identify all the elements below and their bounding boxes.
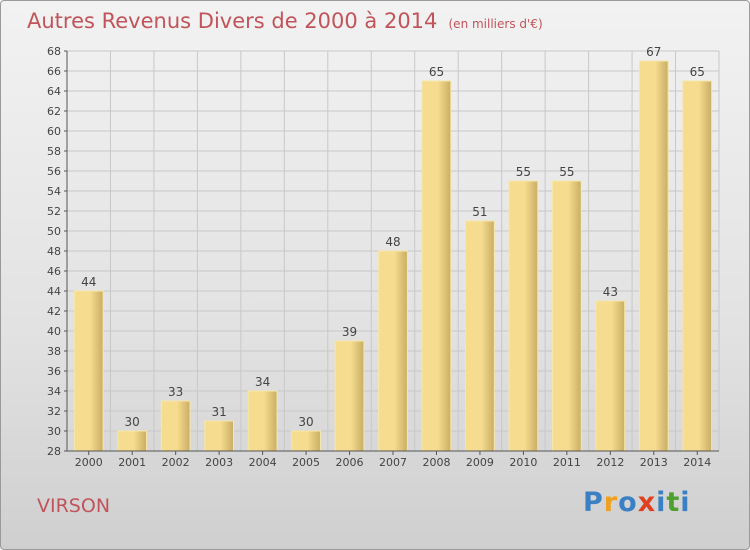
- y-tick-label: 60: [47, 125, 61, 138]
- x-tick-label: 2004: [249, 456, 277, 469]
- logo-letter: i: [656, 487, 667, 518]
- x-tick-label: 2010: [509, 456, 537, 469]
- y-tick-label: 30: [47, 425, 61, 438]
- labels: 28 30 32 34 36 38 40 42 44 46 48 50 52 54 56 58 60 62 64 66…: [47, 45, 711, 469]
- x-tick-label: 2006: [336, 456, 364, 469]
- bar-value-label: 65: [429, 65, 444, 79]
- bar-value-label: 34: [255, 375, 270, 389]
- logo-letter: t: [666, 487, 681, 518]
- bar-value-label: 67: [646, 45, 661, 59]
- bar-value-label: 65: [690, 65, 705, 79]
- bar: [73, 290, 104, 452]
- y-tick-label: 48: [47, 245, 61, 258]
- x-tick-label: 2003: [205, 456, 233, 469]
- bar-value-label: 44: [81, 275, 96, 289]
- bar-value-label: 30: [298, 415, 313, 429]
- bar-value-label: 55: [559, 165, 574, 179]
- bar: [421, 80, 452, 452]
- logo-letter: P: [583, 487, 604, 518]
- y-tick-label: 46: [47, 265, 61, 278]
- bar: [508, 180, 539, 452]
- x-tick-label: 2002: [162, 456, 190, 469]
- commune-name: VIRSON: [37, 495, 111, 517]
- bar-value-label: 43: [603, 285, 618, 299]
- logo-letter: x: [637, 487, 657, 518]
- y-tick-label: 56: [47, 165, 61, 178]
- bar: [465, 220, 495, 452]
- y-tick-label: 66: [47, 65, 61, 78]
- bar: [334, 340, 365, 452]
- y-tick-label: 68: [47, 45, 61, 58]
- y-tick-label: 54: [47, 185, 61, 198]
- y-tick-label: 62: [47, 105, 61, 118]
- x-tick-label: 2005: [292, 456, 320, 469]
- bar-value-label: 55: [516, 165, 531, 179]
- y-tick-label: 40: [47, 325, 61, 338]
- x-tick-label: 2008: [422, 456, 450, 469]
- y-tick-label: 52: [47, 205, 61, 218]
- proxiti-logo: Proxiti: [583, 487, 691, 518]
- x-tick-label: 2009: [466, 456, 494, 469]
- bar: [682, 80, 713, 452]
- bar: [378, 250, 408, 452]
- y-tick-label: 34: [47, 385, 61, 398]
- y-tick-label: 38: [47, 345, 61, 358]
- bar: [160, 400, 191, 452]
- bar: [552, 180, 582, 452]
- y-tick-label: 32: [47, 405, 61, 418]
- x-tick-label: 2001: [118, 456, 146, 469]
- bar: [204, 420, 234, 452]
- x-tick-label: 2007: [379, 456, 407, 469]
- bar: [117, 430, 148, 452]
- chart-subtitle: (en milliers d'€): [448, 17, 543, 31]
- y-tick-label: 44: [47, 285, 61, 298]
- x-tick-label: 2011: [553, 456, 581, 469]
- bars: [73, 60, 713, 452]
- y-tick-label: 42: [47, 305, 61, 318]
- y-tick-label: 50: [47, 225, 61, 238]
- y-tick-label: 36: [47, 365, 61, 378]
- bar-value-label: 51: [472, 205, 487, 219]
- bar-value-label: 31: [211, 405, 226, 419]
- bar-value-label: 33: [168, 385, 183, 399]
- y-tick-label: 64: [47, 85, 61, 98]
- x-tick-label: 2013: [640, 456, 668, 469]
- title-line: Autres Revenus Divers de 2000 à 2014 (en…: [27, 9, 543, 33]
- bar: [638, 60, 669, 452]
- chart-title: Autres Revenus Divers de 2000 à 2014: [27, 9, 438, 33]
- y-tick-label: 28: [47, 445, 61, 458]
- bar: [291, 430, 321, 452]
- bar-value-label: 48: [385, 235, 400, 249]
- x-tick-label: 2012: [596, 456, 624, 469]
- x-tick-label: 2000: [75, 456, 103, 469]
- bar: [247, 390, 278, 452]
- x-tick-label: 2014: [683, 456, 711, 469]
- bar-value-label: 39: [342, 325, 357, 339]
- bar: [595, 300, 626, 452]
- bar-value-label: 30: [125, 415, 140, 429]
- y-tick-label: 58: [47, 145, 61, 158]
- logo-letter: r: [603, 487, 619, 518]
- logo-letter: o: [618, 487, 638, 518]
- axes: [64, 50, 719, 455]
- logo-letter: i: [680, 487, 691, 518]
